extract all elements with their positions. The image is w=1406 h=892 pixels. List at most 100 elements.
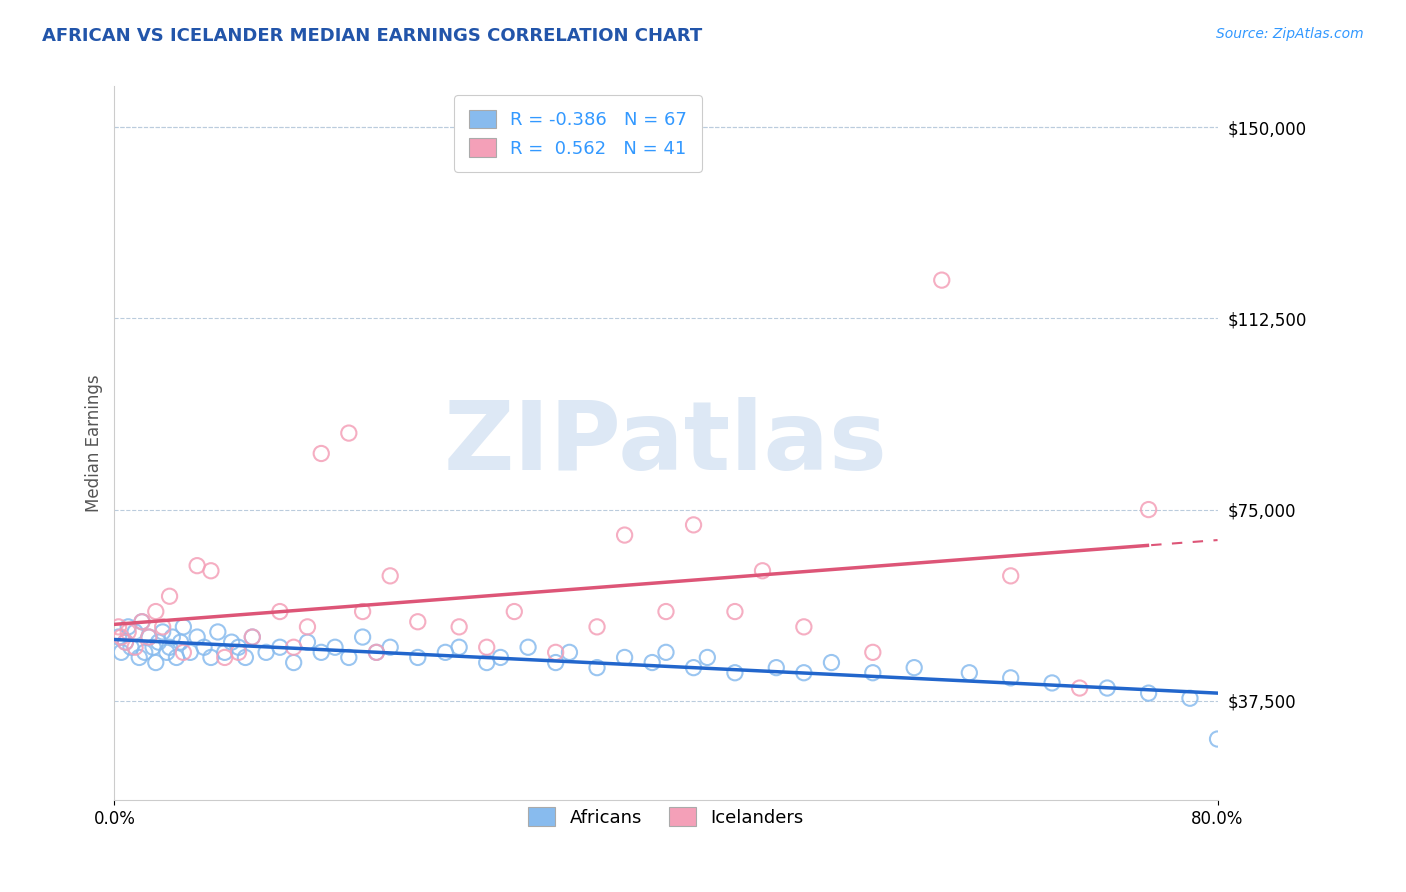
Point bbox=[142, 640, 165, 655]
Point bbox=[931, 273, 953, 287]
Legend: Africans, Icelanders: Africans, Icelanders bbox=[520, 800, 811, 834]
Point bbox=[131, 615, 153, 629]
Point bbox=[166, 650, 188, 665]
Point bbox=[406, 650, 429, 665]
Point bbox=[240, 630, 263, 644]
Point bbox=[586, 620, 609, 634]
Point bbox=[1069, 681, 1091, 695]
Point bbox=[793, 620, 815, 634]
Point bbox=[820, 656, 842, 670]
Point bbox=[503, 605, 526, 619]
Point bbox=[1137, 502, 1160, 516]
Point bbox=[862, 645, 884, 659]
Point bbox=[172, 620, 194, 634]
Point bbox=[131, 615, 153, 629]
Point bbox=[110, 630, 132, 644]
Point bbox=[1000, 569, 1022, 583]
Point bbox=[107, 630, 129, 644]
Point bbox=[765, 660, 787, 674]
Point bbox=[724, 605, 747, 619]
Point bbox=[337, 426, 360, 441]
Point bbox=[475, 640, 498, 655]
Point bbox=[449, 620, 471, 634]
Point bbox=[124, 624, 146, 639]
Point bbox=[107, 620, 129, 634]
Point bbox=[1000, 671, 1022, 685]
Point bbox=[145, 605, 167, 619]
Text: ZIPatlas: ZIPatlas bbox=[444, 397, 889, 490]
Point bbox=[179, 645, 201, 659]
Point bbox=[696, 650, 718, 665]
Point bbox=[724, 665, 747, 680]
Point bbox=[655, 645, 678, 659]
Point bbox=[366, 645, 388, 659]
Point bbox=[613, 650, 636, 665]
Point bbox=[134, 645, 156, 659]
Point bbox=[110, 645, 132, 659]
Point bbox=[862, 665, 884, 680]
Point bbox=[475, 656, 498, 670]
Point bbox=[124, 640, 146, 655]
Point bbox=[214, 650, 236, 665]
Point bbox=[138, 630, 160, 644]
Point bbox=[117, 624, 139, 639]
Text: AFRICAN VS ICELANDER MEDIAN EARNINGS CORRELATION CHART: AFRICAN VS ICELANDER MEDIAN EARNINGS COR… bbox=[42, 27, 703, 45]
Point bbox=[641, 656, 664, 670]
Point bbox=[207, 624, 229, 639]
Point bbox=[337, 650, 360, 665]
Point bbox=[117, 620, 139, 634]
Point bbox=[297, 635, 319, 649]
Point bbox=[240, 630, 263, 644]
Point bbox=[1097, 681, 1119, 695]
Point bbox=[751, 564, 773, 578]
Point bbox=[128, 650, 150, 665]
Point bbox=[114, 635, 136, 649]
Point bbox=[366, 645, 388, 659]
Point bbox=[159, 589, 181, 603]
Point bbox=[148, 635, 170, 649]
Point bbox=[323, 640, 346, 655]
Point bbox=[489, 650, 512, 665]
Point bbox=[903, 660, 925, 674]
Point bbox=[449, 640, 471, 655]
Point bbox=[352, 605, 374, 619]
Point bbox=[120, 640, 142, 655]
Point bbox=[138, 630, 160, 644]
Point bbox=[269, 605, 291, 619]
Point bbox=[159, 640, 181, 655]
Point bbox=[186, 558, 208, 573]
Point bbox=[186, 630, 208, 644]
Point bbox=[558, 645, 581, 659]
Point bbox=[193, 640, 215, 655]
Point bbox=[517, 640, 540, 655]
Point bbox=[200, 650, 222, 665]
Point bbox=[682, 660, 704, 674]
Point bbox=[283, 656, 305, 670]
Point bbox=[145, 656, 167, 670]
Point bbox=[586, 660, 609, 674]
Point bbox=[152, 624, 174, 639]
Point bbox=[235, 650, 257, 665]
Point bbox=[613, 528, 636, 542]
Point bbox=[655, 605, 678, 619]
Point bbox=[283, 640, 305, 655]
Point bbox=[1040, 676, 1063, 690]
Point bbox=[309, 446, 332, 460]
Y-axis label: Median Earnings: Median Earnings bbox=[86, 375, 103, 512]
Point bbox=[1206, 732, 1229, 747]
Point bbox=[152, 620, 174, 634]
Point bbox=[352, 630, 374, 644]
Point bbox=[957, 665, 980, 680]
Point bbox=[114, 635, 136, 649]
Point bbox=[254, 645, 277, 659]
Point bbox=[156, 645, 179, 659]
Point bbox=[169, 635, 191, 649]
Point bbox=[214, 645, 236, 659]
Point bbox=[380, 640, 402, 655]
Point bbox=[544, 645, 567, 659]
Point bbox=[309, 645, 332, 659]
Point bbox=[172, 645, 194, 659]
Point bbox=[228, 640, 250, 655]
Point bbox=[200, 564, 222, 578]
Point bbox=[406, 615, 429, 629]
